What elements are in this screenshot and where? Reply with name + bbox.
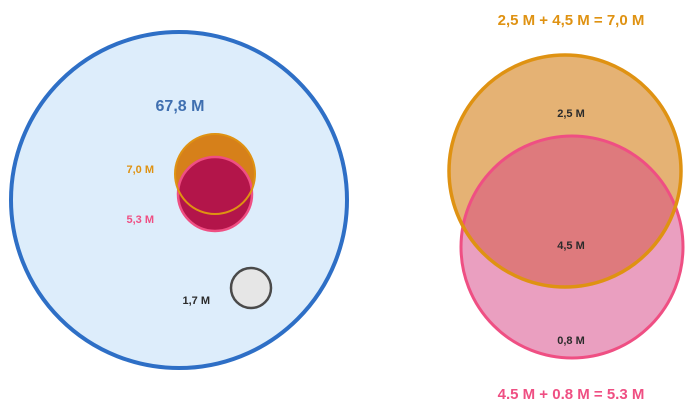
pink-group-circle — [176, 155, 254, 233]
pink-set-circle — [459, 134, 685, 360]
pink-group-label: 5,3 M — [126, 214, 154, 226]
bottom-equation: 4,5 M + 0,8 M = 5,3 M — [498, 386, 645, 399]
gray-group-circle — [229, 266, 273, 310]
orange-group-label: 7,0 M — [126, 164, 154, 176]
gray-group-label: 1,7 M — [182, 295, 210, 307]
total-label: 67,8 M — [156, 98, 205, 115]
orange-set-outline — [447, 53, 683, 289]
top-equation: 2,5 M + 4,5 M = 7,0 M — [498, 12, 645, 29]
orange-group-outline — [174, 133, 256, 215]
orange-only-label: 2,5 M — [557, 108, 585, 120]
pink-only-label: 0,8 M — [557, 335, 585, 347]
overlap-label: 4,5 M — [557, 240, 585, 252]
